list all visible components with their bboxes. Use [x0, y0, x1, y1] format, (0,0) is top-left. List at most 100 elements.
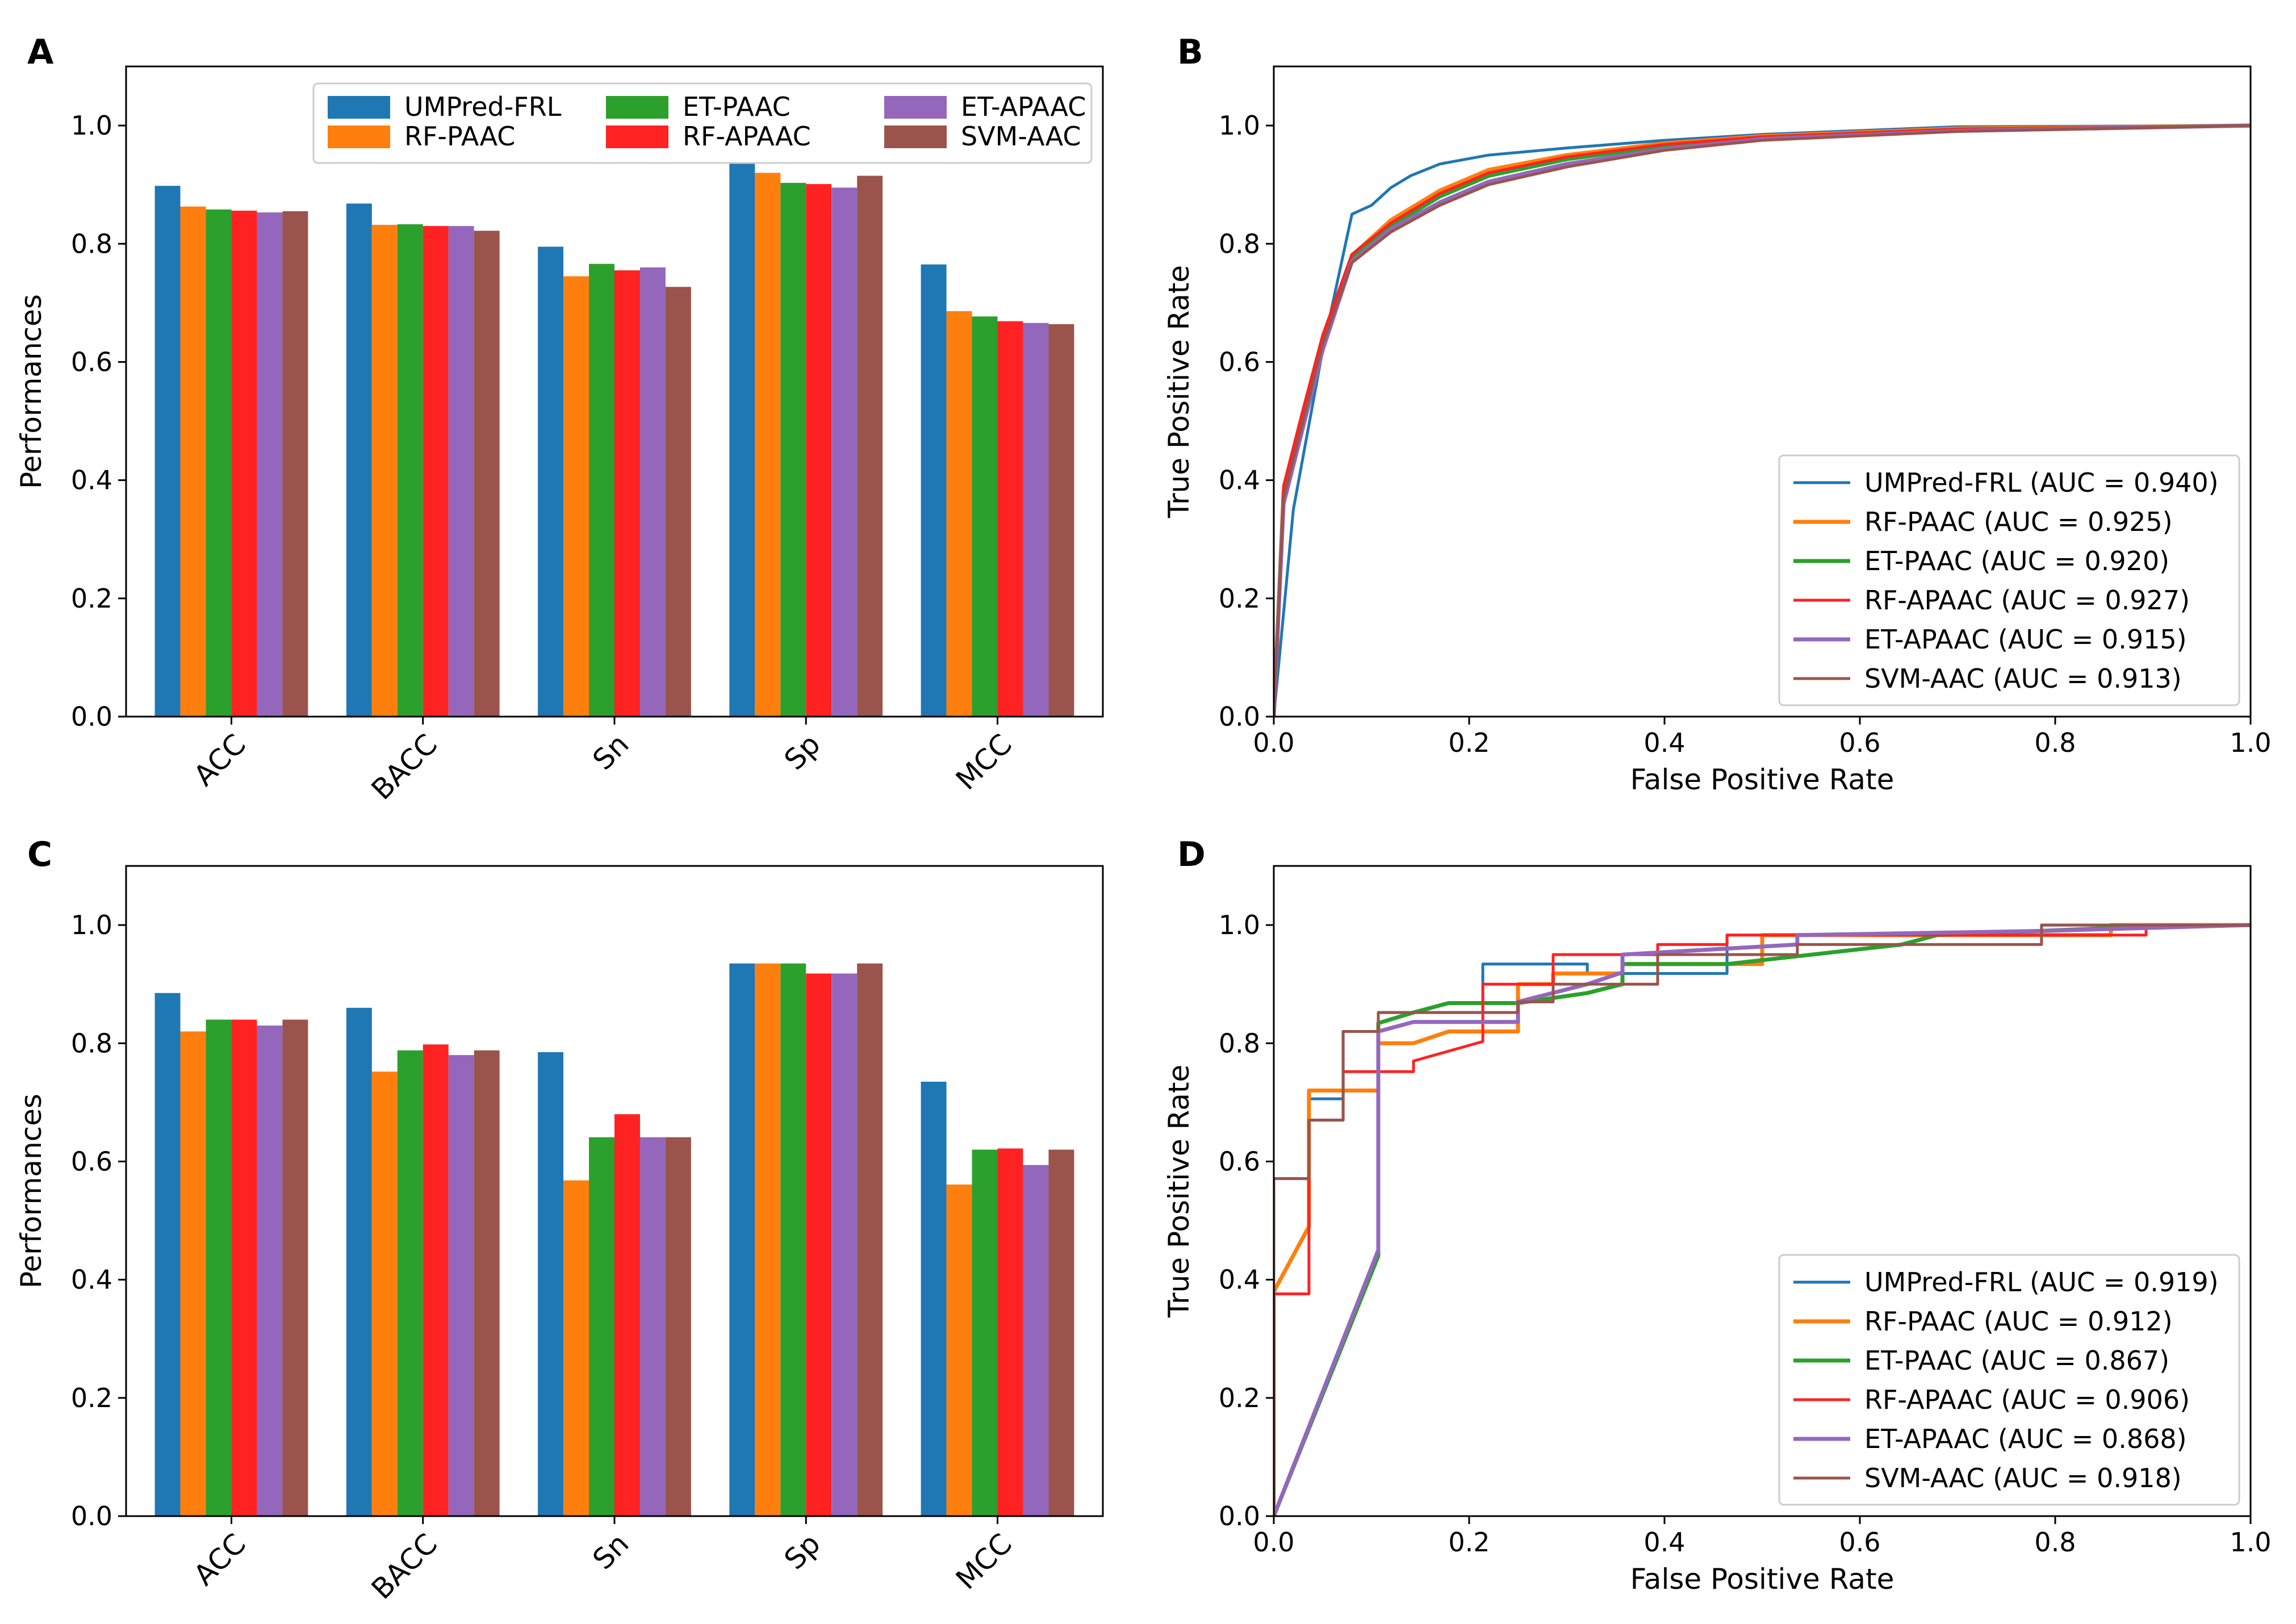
plot-frame: [1273, 865, 2252, 1517]
x-tick-label: 0.8: [2034, 1527, 2076, 1558]
bar: [729, 963, 755, 1516]
plot-frame: [125, 65, 1104, 718]
bar: [665, 1137, 691, 1516]
panel-label-a: A: [27, 32, 54, 72]
legend-label: RF-PAAC (AUC = 0.912): [1864, 1306, 2173, 1337]
roc-line: [1274, 124, 2251, 717]
panel-label-b: B: [1177, 32, 1203, 72]
legend-swatch: [328, 125, 390, 148]
bar: [1023, 323, 1049, 717]
bar: [755, 963, 781, 1516]
bar: [921, 264, 947, 717]
legend-swatch: [884, 125, 947, 148]
bar: [154, 186, 181, 717]
bar: [639, 1137, 666, 1516]
roc-line: [1274, 923, 2251, 1516]
bar: [282, 211, 308, 717]
legend-label: RF-APAAC (AUC = 0.927): [1864, 585, 2190, 616]
legend-label: SVM-AAC (AUC = 0.913): [1864, 663, 2182, 694]
y-axis-label: True Positive Rate: [1162, 265, 1195, 518]
bar: [806, 973, 832, 1516]
y-tick-label: 0.6: [71, 346, 112, 377]
legend-label: SVM-AAC (AUC = 0.918): [1864, 1463, 2182, 1493]
bar: [665, 287, 691, 717]
roc-line: [1274, 124, 2251, 717]
bar: [206, 1019, 232, 1516]
bar: [397, 1050, 423, 1516]
x-tick-label: 1.0: [2230, 727, 2271, 758]
bar: [589, 263, 614, 717]
x-tick-label: 0.4: [1643, 727, 1685, 758]
panel-b-plot: 0.0 0.2 0.4 0.6 0.8 1.0 False Positive Rate 0.0…: [1162, 65, 2272, 796]
legend-label: ET-PAAC (AUC = 0.920): [1864, 546, 2169, 576]
y-tick-label: 0.2: [71, 1383, 112, 1413]
bar: [206, 209, 232, 717]
x-axis-label: False Positive Rate: [1630, 763, 1894, 796]
x-tick-label: 1.0: [2230, 1527, 2271, 1558]
bar: [997, 321, 1023, 717]
bar: [538, 1052, 564, 1516]
bar: [1023, 1165, 1049, 1516]
y-tick-label: 0.6: [71, 1146, 112, 1177]
legend-label: UMPred-FRL: [404, 91, 562, 122]
legend-label: RF-APAAC (AUC = 0.906): [1864, 1384, 2190, 1415]
panel-a: A ACC BACC Sn Sp MCC0.00.20.40.60.81.0Perfor…: [15, 32, 1104, 806]
y-axis-label: Performances: [15, 294, 48, 489]
bar: [755, 173, 781, 717]
bar: [614, 270, 640, 717]
x-tick-label: 0.4: [1643, 1527, 1685, 1558]
bar: [857, 963, 883, 1516]
panel-label-d: D: [1177, 835, 1206, 874]
bar: [371, 224, 398, 717]
y-tick-label: 0.0: [71, 1501, 112, 1531]
bar: [997, 1148, 1023, 1516]
bar: [257, 1026, 283, 1516]
bar: [180, 206, 206, 717]
x-tick-label: 0.2: [1448, 1527, 1490, 1558]
y-axis-label: True Positive Rate: [1162, 1065, 1195, 1318]
y-tick-label: 0.8: [71, 1028, 112, 1058]
legend-label: RF-APAAC: [683, 121, 811, 152]
y-tick-label: 0.2: [1219, 583, 1260, 614]
legend-swatch: [884, 96, 947, 119]
bar: [1048, 1149, 1074, 1516]
bar: [397, 224, 423, 717]
bar: [448, 226, 474, 717]
y-tick-label: 0.4: [71, 1265, 112, 1295]
x-tick-label: 0.0: [1253, 1527, 1294, 1558]
bar: [474, 231, 500, 717]
y-tick-label: 0.0: [1219, 701, 1260, 732]
bar: [589, 1137, 614, 1516]
y-tick-label: 0.0: [1219, 1501, 1260, 1531]
bar: [371, 1071, 398, 1516]
x-tick-label: 0.0: [1253, 727, 1294, 758]
plot-frame: [125, 865, 1104, 1517]
bar: [231, 1019, 257, 1516]
legend-label: ET-APAAC (AUC = 0.868): [1864, 1424, 2187, 1454]
x-tick-label: 0.2: [1448, 727, 1490, 758]
legend-swatch: [606, 96, 668, 119]
legend-box: [1778, 454, 2240, 706]
y-tick-label: 0.0: [71, 701, 112, 732]
bar: [831, 187, 858, 717]
y-tick-label: 0.2: [1219, 1383, 1260, 1413]
bar: [614, 1114, 640, 1516]
bar: [1048, 324, 1074, 717]
legend-label: ET-PAAC: [683, 91, 791, 122]
bar: [257, 212, 283, 717]
bar: [474, 1050, 500, 1516]
y-tick-label: 0.8: [71, 228, 112, 259]
legend-swatch: [328, 96, 390, 119]
plot-frame: [1273, 65, 2252, 718]
bar: [946, 1184, 972, 1516]
bar: [346, 203, 372, 717]
legend-label: RF-PAAC (AUC = 0.925): [1864, 507, 2173, 537]
bar: [563, 1180, 589, 1516]
x-tick-label: 0.8: [2034, 727, 2076, 758]
legend-label: UMPred-FRL (AUC = 0.940): [1864, 467, 2219, 498]
bar: [231, 210, 257, 717]
y-tick-label: 1.0: [71, 110, 112, 141]
y-tick-label: 0.2: [71, 583, 112, 614]
y-tick-label: 0.4: [1219, 1265, 1260, 1295]
y-tick-label: 0.4: [1219, 465, 1260, 496]
